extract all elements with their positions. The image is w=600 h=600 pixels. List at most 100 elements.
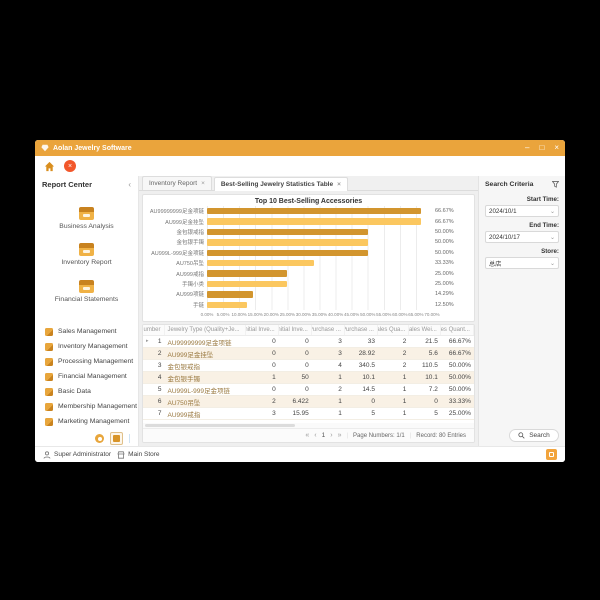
end-time-value: 2024/10/17 — [489, 233, 520, 241]
jewelry-type-cell: AU999L-999足金项链 — [167, 387, 231, 395]
next-page-button[interactable]: › — [330, 432, 333, 439]
sidebar-item-marketing-management[interactable]: Marketing Management — [35, 414, 138, 429]
prev-page-button[interactable]: ‹ — [314, 432, 317, 439]
home-button[interactable] — [43, 160, 56, 173]
end-time-select[interactable]: 2024/10/17 ⌄ — [485, 231, 559, 243]
maximize-button[interactable]: □ — [539, 143, 545, 152]
close-all-tabs-button[interactable]: × — [64, 160, 76, 172]
column-header[interactable]: Sales Wei... — [409, 325, 441, 335]
search-button[interactable]: Search — [509, 429, 559, 442]
sidebar-item-label: Membership Management — [58, 403, 137, 410]
report-item-business-analysis[interactable]: Business Analysis — [59, 206, 114, 230]
minimize-button[interactable]: – — [525, 143, 530, 152]
bar-category-label: AU999项链 — [176, 292, 204, 299]
table-row[interactable]: 4 金包银手镯 1 50 1 10.1 1 10.1 50.00% — [143, 372, 474, 384]
sidebar-bottom-bar — [35, 431, 138, 446]
close-all-icon: × — [67, 162, 73, 170]
sidebar-item-inventory-management[interactable]: Inventory Management — [35, 339, 138, 354]
sidebar-item-membership-management[interactable]: Membership Management — [35, 399, 138, 414]
x-axis-tick: 10.00% — [231, 312, 247, 317]
table-row[interactable]: 2 AU999足金挂坠 0 0 3 28.92 2 5.6 66.67% — [143, 348, 474, 360]
assistant-icon — [549, 452, 554, 457]
sidebar-item-basic-data[interactable]: Basic Data — [35, 384, 138, 399]
table-cell: 50.00% — [448, 374, 471, 381]
tab-close-icon[interactable]: × — [201, 180, 205, 187]
pagination-bar: « ‹ 1 › » | Page Numbers: 1/1 | Record: … — [143, 428, 474, 442]
x-axis-tick: 15.00% — [247, 312, 263, 317]
x-axis-tick: 30.00% — [295, 312, 312, 317]
table-cell: 66.67% — [448, 350, 471, 357]
tab-inventory-report[interactable]: Inventory Report × — [142, 176, 212, 190]
table-cell: 5 — [157, 386, 162, 393]
x-axis-tick: 35.00% — [311, 312, 328, 317]
store-value: 总店 — [489, 260, 502, 268]
divider: | — [346, 432, 349, 439]
bar-track — [207, 216, 432, 227]
bar-value-label: 50.00% — [435, 239, 454, 246]
table-row[interactable]: 3 金包银戒指 0 0 4 340.5 2 110.5 50.00% — [143, 360, 474, 372]
table-row[interactable]: ▸ 1 AU99999999足金项链 0 0 3 33 2 21.5 66.67% — [143, 336, 474, 348]
sidebar-item-processing-management[interactable]: Processing Management — [35, 354, 138, 369]
row-expander-icon[interactable]: ▸ — [146, 338, 149, 344]
scrollbar-thumb[interactable] — [145, 424, 295, 427]
table-row[interactable]: 5 AU999L-999足金项链 0 0 2 14.5 1 7.2 50.00% — [143, 384, 474, 396]
column-header[interactable]: Initial Inve... — [246, 325, 279, 335]
bar-track — [207, 237, 432, 248]
table-cell: 5 — [371, 410, 375, 417]
tab-best-selling-jewelry-statistics-table[interactable]: Best-Selling Jewelry Statistics Table × — [213, 177, 348, 191]
table-cell: 14.5 — [362, 386, 375, 393]
table-row[interactable]: 6 AU750吊坠 2 6.422 1 0 1 0 33.33% — [143, 396, 474, 408]
column-header[interactable]: Sales Quant... — [441, 325, 474, 335]
collapse-panel-icon[interactable]: ‹ — [128, 180, 131, 189]
membership-person-icon — [45, 402, 53, 411]
column-header[interactable]: Jewelry Type (Quality+Je... — [165, 325, 246, 335]
horizontal-scrollbar[interactable] — [143, 423, 474, 428]
sales-chart-icon — [45, 327, 53, 336]
user-icon — [43, 450, 51, 459]
table-cell: 1 — [338, 398, 342, 405]
current-page[interactable]: 1 — [321, 432, 326, 439]
close-button[interactable]: × — [554, 143, 559, 152]
table-cell: 10.1 — [362, 374, 375, 381]
store-select[interactable]: 总店 ⌄ — [485, 257, 559, 269]
table-cell: 0 — [272, 338, 276, 345]
sidebar-item-sales-management[interactable]: Sales Management — [35, 324, 138, 339]
table-row[interactable]: 7 AU999戒指 3 15.95 1 5 1 5 25.00% — [143, 408, 474, 420]
settings-gear-icon[interactable] — [95, 434, 104, 443]
first-page-button[interactable]: « — [305, 432, 310, 439]
assistant-button[interactable] — [546, 449, 557, 460]
report-item-financial-statements[interactable]: Financial Statements — [55, 279, 118, 303]
column-header[interactable]: Number — [143, 325, 165, 335]
tab-label: Inventory Report — [149, 180, 198, 187]
end-time-label: End Time: — [529, 222, 559, 229]
table-cell: 4 — [338, 362, 342, 369]
report-item-inventory-report[interactable]: Inventory Report — [61, 243, 112, 266]
table-cell: 3 — [338, 350, 342, 357]
column-header[interactable]: Initial Inve... — [279, 325, 312, 335]
bar-category-label: 金包银戒指 — [176, 230, 204, 237]
divider: | — [409, 432, 412, 439]
chart-bar-row: AU750吊坠 33.33% — [149, 258, 468, 269]
app-logo-icon — [41, 144, 49, 152]
bar — [207, 249, 368, 257]
last-page-button[interactable]: » — [337, 432, 342, 439]
column-header[interactable]: Purchase ... — [345, 325, 378, 335]
table-cell: 6 — [157, 398, 162, 405]
column-header[interactable]: Purchase ... — [312, 325, 345, 335]
sidebar-item-label: Basic Data — [58, 388, 91, 395]
module-box-button[interactable] — [110, 432, 123, 445]
search-criteria-panel: Search Criteria Start Time: 2024/10/1 ⌄ End… — [478, 176, 565, 446]
table-cell: 33.33% — [448, 398, 471, 405]
column-header[interactable]: Sales Qua... — [378, 325, 410, 335]
table-cell: 1 — [338, 410, 342, 417]
report-center-panel: Report Center ‹ Business Analysis Invento… — [35, 176, 138, 322]
report-item-label: Inventory Report — [61, 259, 112, 266]
start-time-select[interactable]: 2024/10/1 ⌄ — [485, 205, 559, 217]
tab-close-icon[interactable]: × — [337, 181, 341, 188]
filter-funnel-icon[interactable] — [552, 181, 559, 188]
x-axis-tick: 0.00% — [200, 312, 214, 317]
bar — [207, 259, 315, 267]
sidebar-item-financial-management[interactable]: Financial Management — [35, 369, 138, 384]
bar-category-label: AU99999999足金项链 — [149, 209, 204, 216]
sidebar-item-label: Financial Management — [58, 373, 127, 380]
